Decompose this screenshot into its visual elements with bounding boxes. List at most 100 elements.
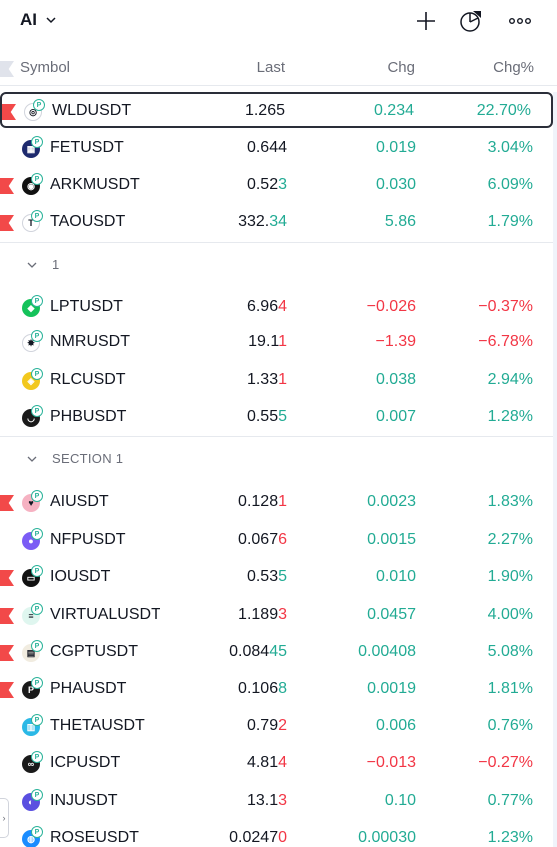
- table-row[interactable]: T P TAOUSDT 332.34 5.86 1.79%: [0, 205, 553, 241]
- last-price-tick: 34: [269, 213, 287, 230]
- exchange-badge-icon: P: [31, 528, 43, 540]
- last-price-tick: 8: [278, 680, 287, 697]
- table-row[interactable]: ▭ P IOUSDT 0.535 0.010 1.90%: [0, 560, 553, 596]
- table-row[interactable]: ▦ P FETUSDT 0.644 0.019 3.04%: [0, 131, 553, 167]
- change-percent: 1.23%: [487, 829, 533, 846]
- more-options-button[interactable]: [507, 8, 533, 34]
- last-price-head: 0.52: [246, 176, 279, 193]
- change-value: 0.0457: [367, 606, 416, 623]
- symbol-name: LPTUSDT: [50, 298, 123, 315]
- symbol-name: TAOUSDT: [50, 213, 126, 230]
- section-label: SECTION 1: [52, 451, 124, 466]
- table-row[interactable]: ◡ P PHBUSDT 0.555 0.007 1.28%: [0, 400, 553, 436]
- chevron-down-icon[interactable]: [26, 259, 38, 271]
- flag-icon[interactable]: [0, 608, 14, 624]
- table-row[interactable]: ● P NFPUSDT 0.0676 0.0015 2.27%: [0, 523, 553, 559]
- last-price: 19.11: [248, 333, 287, 351]
- last-price-tick: 0: [278, 829, 287, 846]
- more-icon: [509, 17, 532, 24]
- change-value: 0.234: [373, 102, 414, 119]
- change-percent: 4.00%: [487, 606, 533, 623]
- table-row[interactable]: ◍ P ROSEUSDT 0.02470 0.00030 1.23%: [0, 821, 553, 847]
- last-price: 1.265: [245, 102, 285, 120]
- header-symbol[interactable]: Symbol: [20, 59, 71, 76]
- last-price-tick: 3: [278, 792, 287, 809]
- change-value: 5.86: [384, 213, 416, 230]
- last-price-head: 0.53: [246, 568, 279, 585]
- exchange-badge-icon: P: [31, 173, 43, 185]
- change-percent: −0.37%: [478, 298, 533, 315]
- header-chg[interactable]: Chg: [387, 59, 415, 76]
- table-row[interactable]: ▤ P CGPTUSDT 0.08445 0.00408 5.08%: [0, 635, 553, 671]
- table-row[interactable]: ◎ P WLDUSDT 1.265 0.234 22.70%: [0, 92, 553, 128]
- table-row[interactable]: ♥ P AIUSDT 0.1281 0.0023 1.83%: [0, 485, 553, 521]
- last-price-head: 0.067: [238, 531, 279, 548]
- table-row[interactable]: ∞ P ICPUSDT 4.814 −0.013 −0.27%: [0, 746, 553, 782]
- change-percent: −0.27%: [478, 754, 533, 771]
- table-row[interactable]: ◆ P LPTUSDT 6.964 −0.026 −0.37%: [0, 290, 553, 326]
- section-header[interactable]: 1: [0, 242, 553, 286]
- last-price-tick: 45: [269, 643, 287, 660]
- symbol-name: INJUSDT: [50, 792, 118, 809]
- last-price-head: 0.084: [229, 643, 270, 660]
- last-price-head: 0.79: [246, 717, 279, 734]
- flag-column-icon[interactable]: [0, 61, 14, 77]
- change-value: −0.013: [366, 754, 416, 771]
- exchange-badge-icon: P: [31, 210, 43, 222]
- change-value: 0.0015: [367, 531, 416, 548]
- panel-toggle-handle[interactable]: ›: [0, 798, 9, 838]
- watchlist-selector[interactable]: AI: [20, 10, 57, 30]
- last-price: 1.331: [247, 371, 287, 389]
- flag-icon[interactable]: [0, 645, 14, 661]
- change-value: 0.007: [375, 408, 416, 425]
- table-row[interactable]: ≡ P VIRTUALUSDT 1.1893 0.0457 4.00%: [0, 598, 553, 634]
- last-price: 332.34: [238, 213, 287, 231]
- table-row[interactable]: P P PHAUSDT 0.1068 0.0019 1.81%: [0, 672, 553, 708]
- table-row[interactable]: ◐ P INJUSDT 13.13 0.10 0.77%: [0, 784, 553, 820]
- last-price-tick: 4: [278, 754, 287, 771]
- last-price-tick: 1: [278, 493, 287, 510]
- last-price-head: 0.128: [238, 493, 279, 510]
- last-price-head: 6.96: [246, 298, 279, 315]
- chevron-down-icon[interactable]: [26, 453, 38, 465]
- last-price: 0.555: [247, 408, 287, 426]
- last-price-head: 0.0247: [229, 829, 279, 846]
- flag-icon[interactable]: [0, 570, 14, 586]
- exchange-badge-icon: P: [31, 826, 43, 838]
- scrollbar[interactable]: [553, 92, 557, 847]
- symbol-name: WLDUSDT: [52, 102, 132, 119]
- exchange-badge-icon: P: [31, 751, 43, 763]
- add-symbol-button[interactable]: [413, 8, 439, 34]
- change-value: 0.0019: [367, 680, 416, 697]
- symbol-name: THETAUSDT: [50, 717, 145, 734]
- change-percent: 1.83%: [487, 493, 533, 510]
- exchange-badge-icon: P: [31, 714, 43, 726]
- symbol-name: RLCUSDT: [50, 371, 126, 388]
- flag-icon[interactable]: [0, 495, 14, 511]
- watchlist-name: AI: [20, 10, 37, 29]
- symbol-name: AIUSDT: [50, 493, 109, 510]
- last-price-head: 4.81: [246, 754, 279, 771]
- flag-icon[interactable]: [2, 104, 16, 120]
- last-price: 0.0676: [238, 531, 287, 549]
- table-row[interactable]: ▥ P THETAUSDT 0.792 0.006 0.76%: [0, 709, 553, 745]
- last-price: 1.1893: [238, 606, 287, 624]
- chevron-down-icon: [46, 17, 56, 24]
- advanced-view-button[interactable]: [458, 8, 484, 34]
- table-row[interactable]: ✸ P NMRUSDT 19.11 −1.39 −6.78%: [0, 325, 553, 361]
- flag-icon[interactable]: [0, 215, 14, 231]
- last-price-head: 19.1: [248, 333, 279, 350]
- table-row[interactable]: ◈ P RLCUSDT 1.331 0.038 2.94%: [0, 363, 553, 399]
- flag-icon[interactable]: [0, 178, 14, 194]
- change-value: 0.10: [384, 792, 416, 809]
- last-price-tick: 3: [278, 176, 287, 193]
- symbol-name: NFPUSDT: [50, 531, 126, 548]
- flag-icon[interactable]: [0, 682, 14, 698]
- header-last[interactable]: Last: [256, 59, 285, 76]
- section-header[interactable]: SECTION 1: [0, 436, 553, 480]
- exchange-badge-icon: P: [31, 789, 43, 801]
- table-row[interactable]: ◉ P ARKMUSDT 0.523 0.030 6.09%: [0, 168, 553, 204]
- change-percent: 2.27%: [487, 531, 533, 548]
- change-percent: 3.04%: [487, 139, 533, 156]
- header-chg-pct[interactable]: Chg%: [493, 59, 534, 76]
